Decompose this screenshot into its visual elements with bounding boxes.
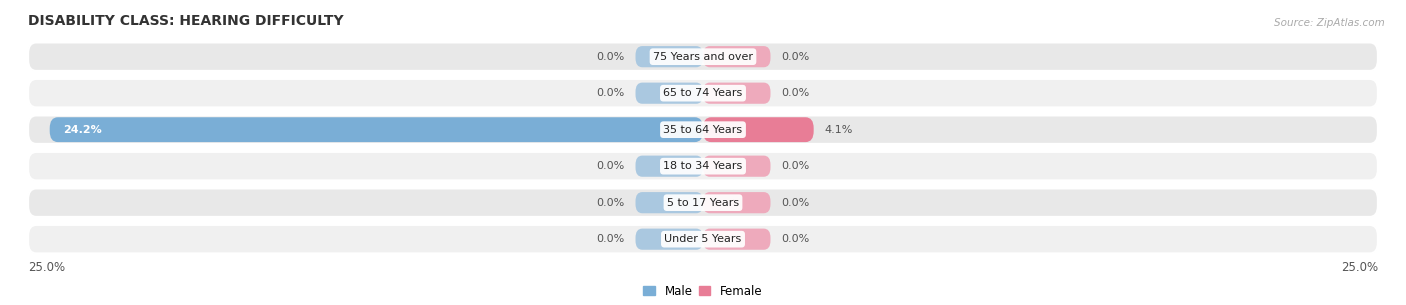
Text: 0.0%: 0.0% <box>596 161 624 171</box>
FancyBboxPatch shape <box>636 228 703 250</box>
FancyBboxPatch shape <box>636 46 703 67</box>
Text: 0.0%: 0.0% <box>596 88 624 98</box>
Text: 0.0%: 0.0% <box>782 234 810 244</box>
Text: Under 5 Years: Under 5 Years <box>665 234 741 244</box>
Text: 0.0%: 0.0% <box>596 52 624 62</box>
Legend: Male, Female: Male, Female <box>638 280 768 302</box>
FancyBboxPatch shape <box>49 117 703 142</box>
Text: 0.0%: 0.0% <box>782 198 810 208</box>
Text: 24.2%: 24.2% <box>63 125 103 135</box>
FancyBboxPatch shape <box>28 152 1378 181</box>
Text: Source: ZipAtlas.com: Source: ZipAtlas.com <box>1274 18 1385 28</box>
FancyBboxPatch shape <box>703 192 770 213</box>
Text: 0.0%: 0.0% <box>782 88 810 98</box>
FancyBboxPatch shape <box>636 156 703 177</box>
FancyBboxPatch shape <box>703 228 770 250</box>
Text: 5 to 17 Years: 5 to 17 Years <box>666 198 740 208</box>
Text: 0.0%: 0.0% <box>782 161 810 171</box>
FancyBboxPatch shape <box>636 192 703 213</box>
Text: 0.0%: 0.0% <box>782 52 810 62</box>
FancyBboxPatch shape <box>703 83 770 104</box>
FancyBboxPatch shape <box>28 42 1378 71</box>
Text: 4.1%: 4.1% <box>824 125 853 135</box>
Text: 18 to 34 Years: 18 to 34 Years <box>664 161 742 171</box>
Text: DISABILITY CLASS: HEARING DIFFICULTY: DISABILITY CLASS: HEARING DIFFICULTY <box>28 15 343 28</box>
Text: 35 to 64 Years: 35 to 64 Years <box>664 125 742 135</box>
FancyBboxPatch shape <box>28 79 1378 107</box>
FancyBboxPatch shape <box>636 83 703 104</box>
FancyBboxPatch shape <box>28 225 1378 253</box>
Text: 25.0%: 25.0% <box>28 261 65 274</box>
FancyBboxPatch shape <box>703 46 770 67</box>
FancyBboxPatch shape <box>703 117 814 142</box>
Text: 0.0%: 0.0% <box>596 198 624 208</box>
FancyBboxPatch shape <box>28 115 1378 144</box>
FancyBboxPatch shape <box>28 188 1378 217</box>
FancyBboxPatch shape <box>703 156 770 177</box>
Text: 75 Years and over: 75 Years and over <box>652 52 754 62</box>
Text: 0.0%: 0.0% <box>596 234 624 244</box>
Text: 65 to 74 Years: 65 to 74 Years <box>664 88 742 98</box>
Text: 25.0%: 25.0% <box>1341 261 1378 274</box>
